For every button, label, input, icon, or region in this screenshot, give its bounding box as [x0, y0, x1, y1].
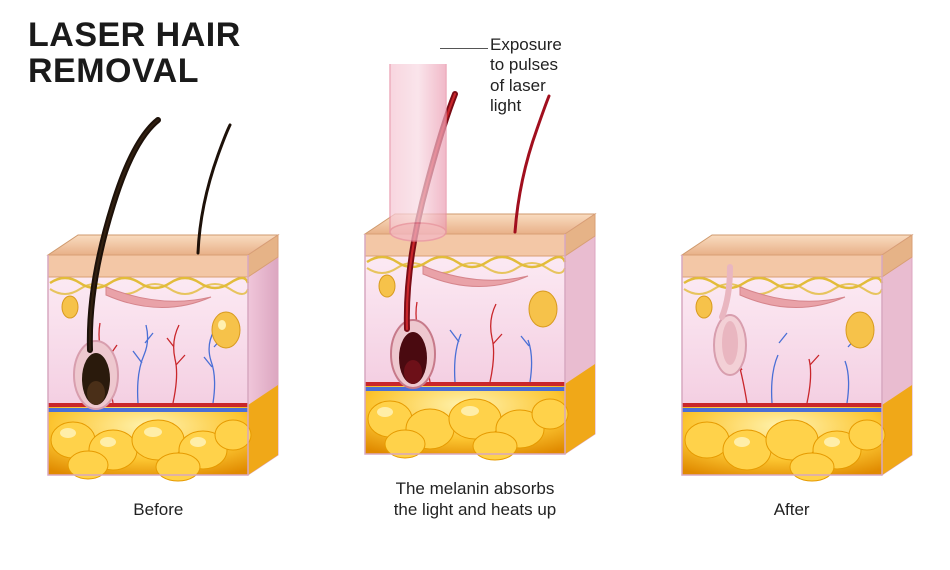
skin-block-before — [18, 85, 298, 485]
caption-after: After — [652, 499, 932, 520]
gland-icon — [212, 312, 240, 348]
panels-row: Before — [0, 40, 950, 520]
panel-after: After — [652, 85, 932, 520]
skin-block-during — [335, 64, 615, 464]
panel-during: The melanin absorbs the light and heats … — [335, 64, 615, 521]
hair-thin-icon — [198, 125, 230, 253]
skin-block-after — [652, 85, 932, 485]
caption-before: Before — [18, 499, 298, 520]
caption-during: The melanin absorbs the light and heats … — [335, 478, 615, 521]
panel-before: Before — [18, 85, 298, 520]
laser-beam-icon — [390, 64, 446, 241]
